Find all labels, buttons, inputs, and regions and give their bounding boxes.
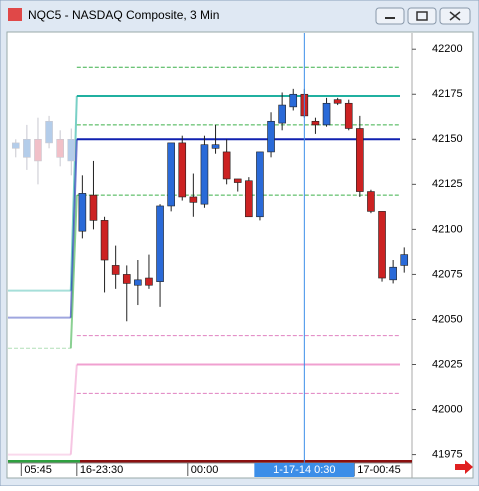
candle-body <box>56 138 64 158</box>
candle-body <box>34 138 42 162</box>
candle-body <box>356 128 364 192</box>
x-tick-label: 05:45 <box>24 464 52 476</box>
y-tick-label: 42000 <box>432 403 463 415</box>
app-icon <box>8 8 22 21</box>
candle-body <box>211 144 220 149</box>
candle-body <box>111 265 120 275</box>
y-tick-label: 42025 <box>432 358 463 370</box>
candle-body <box>322 102 331 126</box>
candle-body <box>222 151 231 180</box>
candle-body <box>278 104 286 124</box>
y-tick-label: 41975 <box>432 449 463 461</box>
window-buttons[interactable] <box>375 7 471 25</box>
maximize-button[interactable] <box>407 7 437 25</box>
minimize-button[interactable] <box>375 7 405 25</box>
scroll-arrow[interactable] <box>455 460 473 474</box>
candle-body <box>156 205 164 282</box>
candle-body <box>134 279 142 286</box>
candle-body <box>311 120 320 126</box>
candle-body <box>378 211 386 279</box>
candle-body <box>122 274 131 284</box>
candle-body <box>100 220 109 261</box>
candle-body <box>78 193 87 232</box>
y-tick-label: 42100 <box>432 223 463 235</box>
candle-body <box>45 120 53 144</box>
x-tick-label: 17-00:45 <box>357 464 400 476</box>
candle-body <box>289 93 298 108</box>
candle-body <box>67 138 76 162</box>
x-tick-label: 16-23:30 <box>80 464 123 476</box>
candle-body <box>233 178 242 183</box>
candle-body <box>89 194 98 221</box>
candle-body <box>400 254 409 266</box>
candle-body <box>23 138 31 158</box>
candle-body <box>167 142 175 207</box>
candle-body <box>389 266 397 281</box>
candle-body <box>11 142 20 149</box>
level-join <box>69 364 78 455</box>
candle-body <box>189 196 198 203</box>
session-strip <box>80 460 412 463</box>
candle-body <box>145 277 153 286</box>
cursor-label-box <box>254 463 355 477</box>
y-tick-label: 42125 <box>432 178 463 190</box>
y-tick-label: 42200 <box>432 43 463 55</box>
candle-body <box>245 180 253 218</box>
cursor-label: 1-17-14 0:30 <box>273 464 335 476</box>
candle-body <box>178 142 187 198</box>
window-title: NQC5 - NASDAQ Composite, 3 Min <box>28 8 219 22</box>
level-join <box>69 195 78 349</box>
session-strip <box>8 460 80 463</box>
y-tick-label: 42150 <box>432 133 463 145</box>
candle-body <box>256 151 264 218</box>
y-tick-label: 42175 <box>432 88 463 100</box>
candle-body <box>367 191 375 212</box>
y-tick-label: 42075 <box>432 268 463 280</box>
candle-body <box>344 102 353 129</box>
candle-body <box>333 99 342 104</box>
x-tick-label: 00:00 <box>191 464 219 476</box>
level-join <box>69 139 78 318</box>
y-tick-label: 42050 <box>432 313 463 325</box>
candle-body <box>267 120 275 153</box>
candle-body <box>200 144 209 205</box>
